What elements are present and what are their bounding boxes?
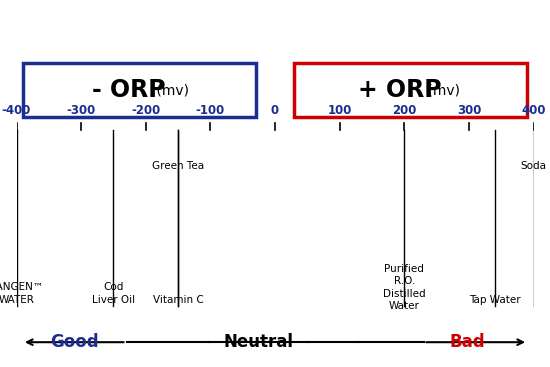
Text: Oxidation Scale: Oxidation Scale: [141, 9, 409, 38]
Text: -200: -200: [131, 104, 161, 117]
Text: -100: -100: [196, 104, 225, 117]
Text: Good: Good: [50, 333, 98, 351]
Text: 300: 300: [456, 104, 481, 117]
Text: (mv): (mv): [424, 83, 460, 97]
Text: KANGEN™
WATER: KANGEN™ WATER: [0, 282, 43, 305]
Text: (mv): (mv): [152, 83, 189, 97]
FancyBboxPatch shape: [294, 63, 527, 117]
Text: Neutral: Neutral: [223, 333, 294, 351]
Text: 100: 100: [327, 104, 352, 117]
Text: 400: 400: [521, 104, 546, 117]
Text: 200: 200: [392, 104, 416, 117]
Text: Cod
Liver Oil: Cod Liver Oil: [92, 282, 135, 305]
Text: Soda: Soda: [520, 161, 547, 171]
Text: Vitamin C: Vitamin C: [153, 295, 204, 305]
Text: 0: 0: [271, 104, 279, 117]
FancyBboxPatch shape: [23, 63, 256, 117]
Text: -400: -400: [2, 104, 31, 117]
Text: Bad: Bad: [450, 333, 485, 351]
Text: Green Tea: Green Tea: [152, 161, 204, 171]
Text: Tap Water: Tap Water: [469, 295, 520, 305]
Text: - ORP: - ORP: [92, 78, 166, 102]
Text: -300: -300: [67, 104, 96, 117]
Text: Purified
R.O.
Distilled
Water: Purified R.O. Distilled Water: [383, 264, 426, 311]
Text: + ORP: + ORP: [358, 78, 442, 102]
